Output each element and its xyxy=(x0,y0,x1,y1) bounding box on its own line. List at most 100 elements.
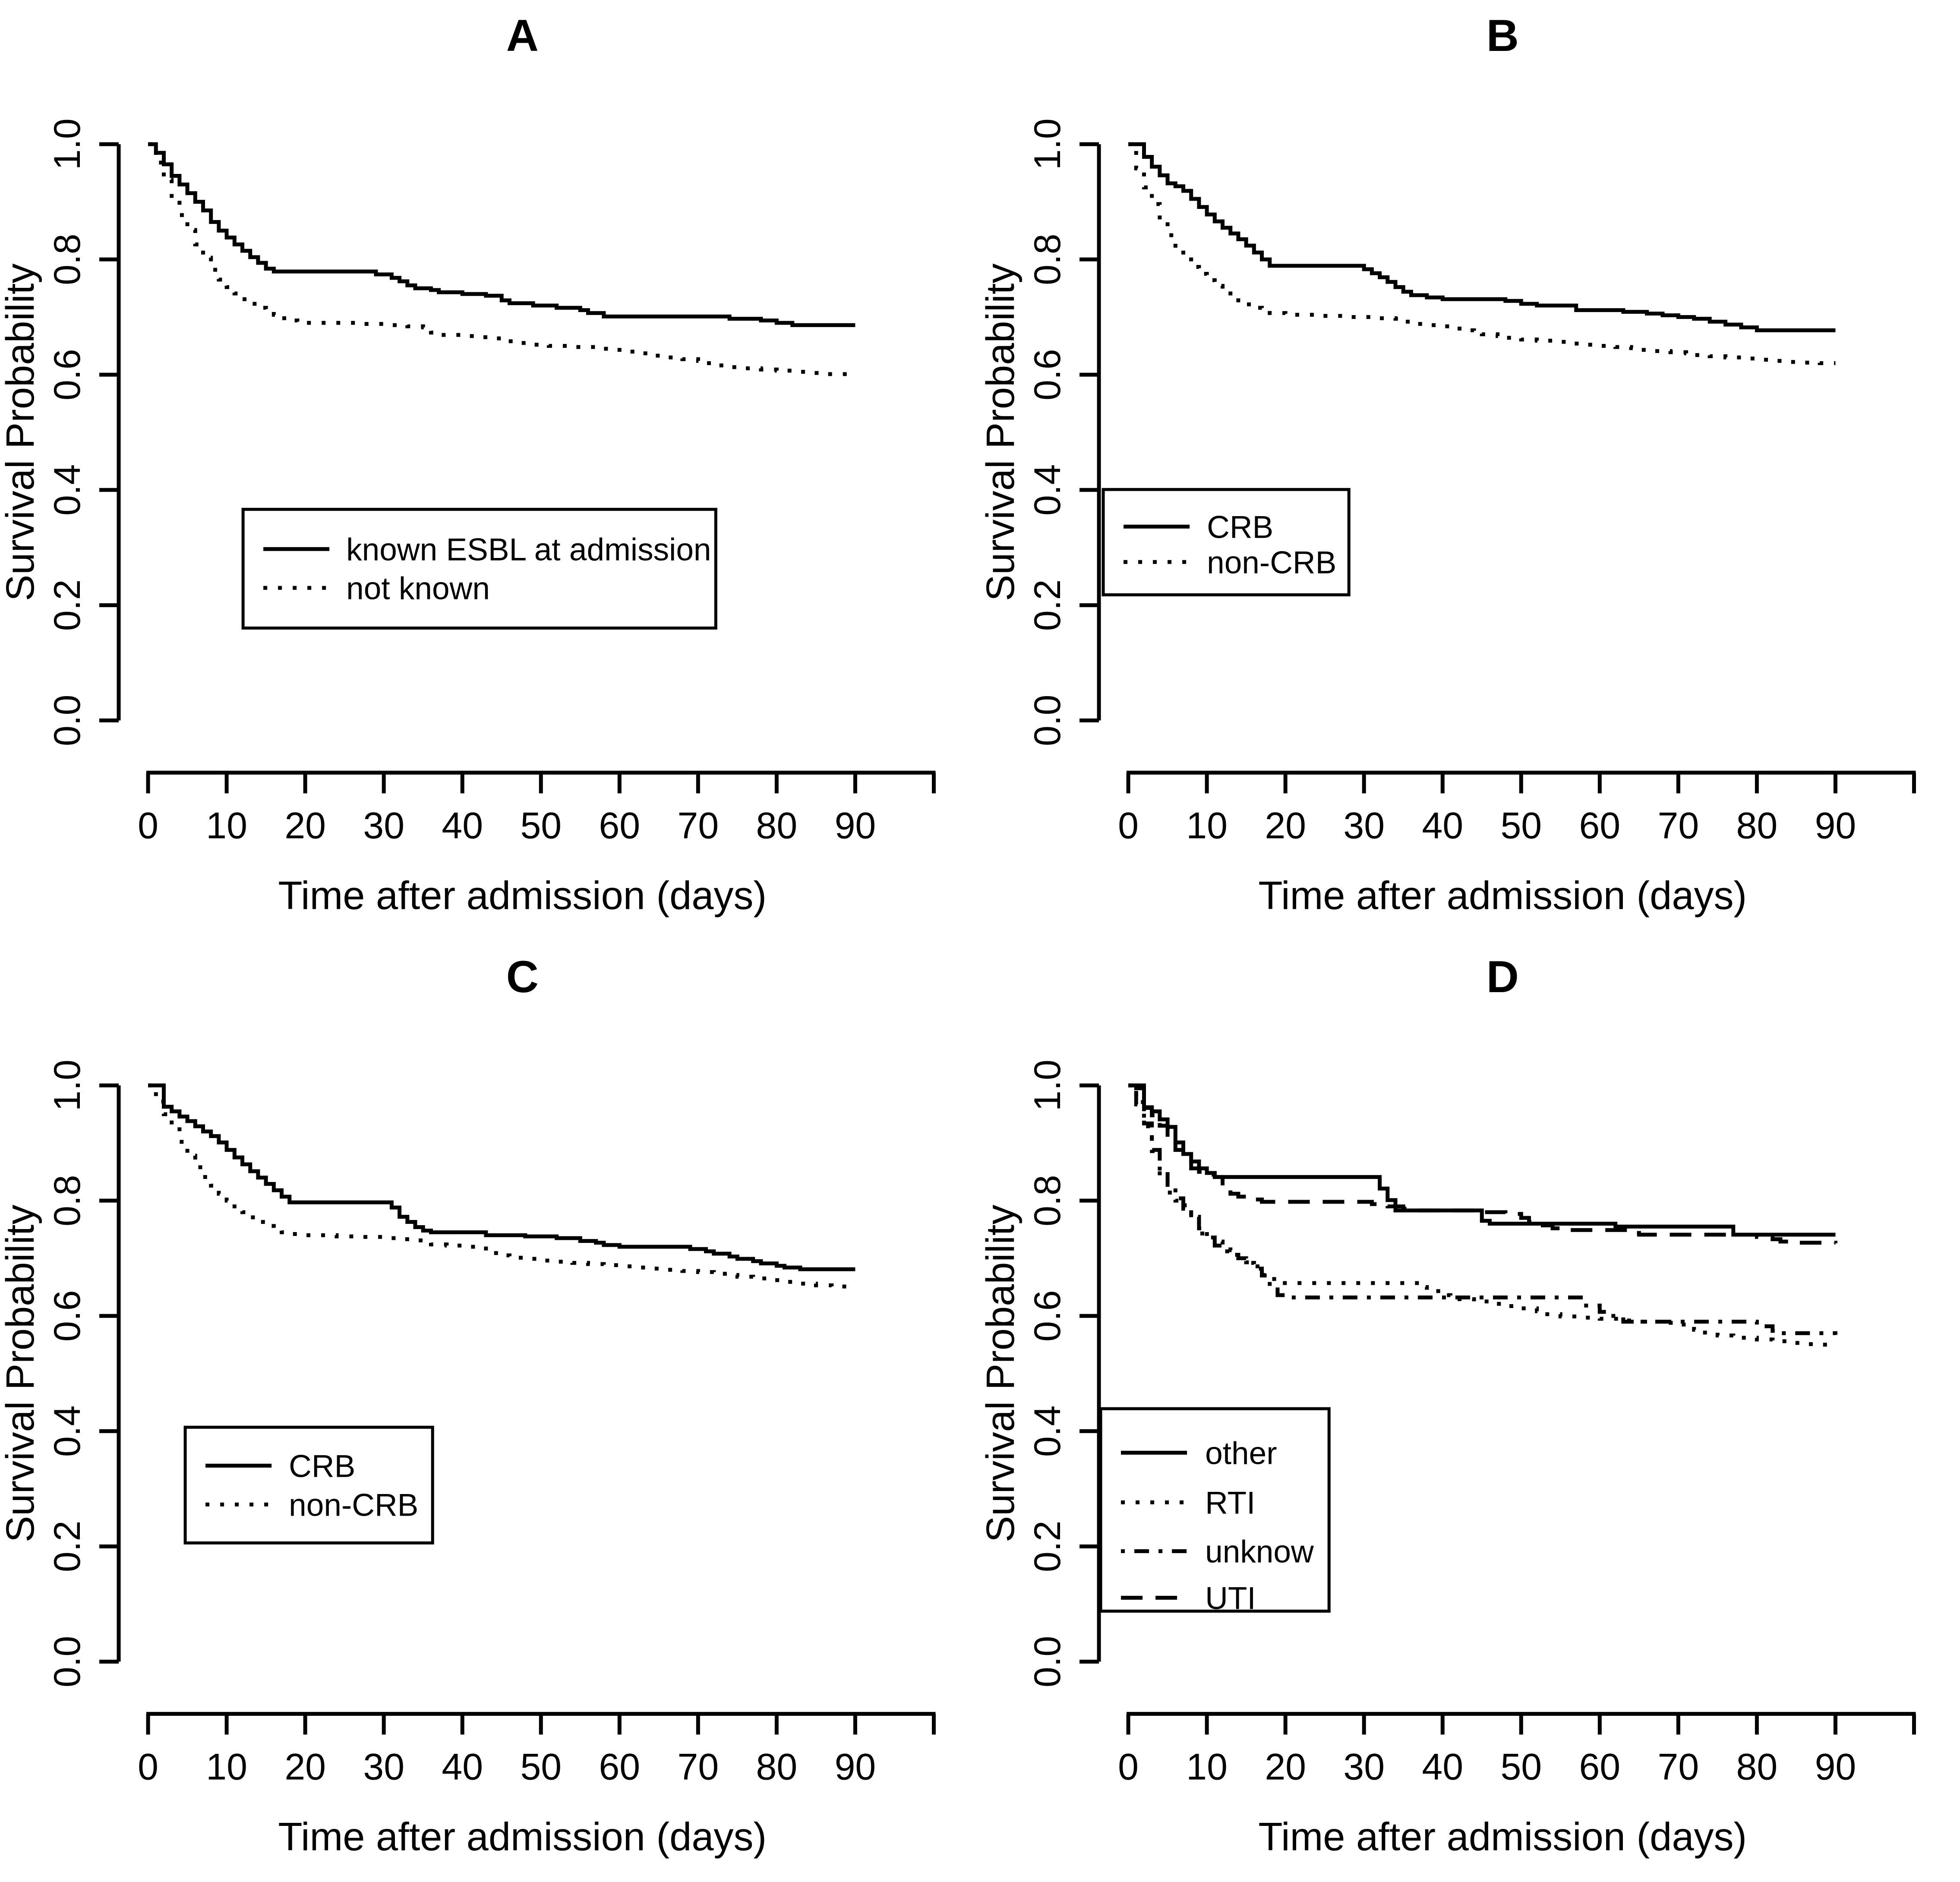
legend-label-rti: RTI xyxy=(1205,1485,1255,1520)
y-tick-label: 0.8 xyxy=(47,1175,88,1226)
y-tick-label: 0.8 xyxy=(1027,233,1068,285)
x-axis xyxy=(146,1712,936,1734)
x-tick-label: 60 xyxy=(1579,805,1620,846)
legend-box xyxy=(1102,488,1351,596)
km-plot-d: D 0.0 0.2 0.4 0.6 0.8 1.0 Survival Probability 0… xyxy=(980,941,1960,1882)
x-tick-label: 10 xyxy=(206,1746,247,1787)
panel-background xyxy=(0,941,980,1882)
x-tick-label: 60 xyxy=(599,805,640,846)
x-tick-label: 20 xyxy=(1265,805,1306,846)
x-axis-title: Time after admission (days) xyxy=(278,873,767,917)
x-tick-label: 30 xyxy=(1343,1746,1385,1787)
y-axis-title: Survival Probability xyxy=(980,264,1023,601)
x-tick-label: 50 xyxy=(1500,1746,1542,1787)
x-tick-label: 60 xyxy=(1579,1746,1620,1787)
y-axis xyxy=(99,142,121,722)
curve-non-crb xyxy=(148,1083,857,1289)
y-tick-label: 0.6 xyxy=(47,349,88,400)
x-tick-label: 40 xyxy=(442,1746,483,1787)
legend-label-known-esbl-at-admission: known ESBL at admission xyxy=(346,532,711,567)
y-tick-label: 0.6 xyxy=(47,1290,88,1342)
y-tick-label: 0.6 xyxy=(1027,1290,1068,1342)
legend-label-other: other xyxy=(1205,1436,1277,1471)
y-axis-title: Survival Probability xyxy=(0,264,42,601)
y-tick-label: 0.0 xyxy=(1027,695,1068,747)
y-tick-label: 0.2 xyxy=(1027,580,1068,631)
legend-label-unknow: unknow xyxy=(1205,1534,1314,1569)
y-tick-label: 0.4 xyxy=(1027,464,1068,516)
legend-box xyxy=(1099,1407,1331,1613)
x-tick-label: 20 xyxy=(1265,1746,1306,1787)
curve-crb xyxy=(148,1083,855,1271)
legend: other RTI unknow UTI xyxy=(1099,1407,1331,1616)
y-axis-title: Survival Probability xyxy=(980,1204,1023,1542)
x-tick-label: 0 xyxy=(138,1746,158,1787)
y-axis xyxy=(1079,1083,1101,1664)
y-tick-label: 0.2 xyxy=(1027,1520,1068,1572)
panel-background xyxy=(0,0,980,941)
y-tick-label: 0.8 xyxy=(47,233,88,285)
legend-label-crb: CRB xyxy=(1207,510,1273,545)
x-tick-label: 50 xyxy=(1500,805,1542,846)
x-tick-label: 20 xyxy=(284,805,326,846)
panel-b: B 0.0 0.2 0.4 0.6 0.8 1.0 Survival Probability 0… xyxy=(980,0,1960,941)
curve-uti xyxy=(1128,1083,1837,1245)
y-tick-label: 0.0 xyxy=(1027,1636,1068,1687)
x-axis xyxy=(1126,1712,1916,1734)
legend-box xyxy=(183,1425,434,1545)
legend-label-not-known: not known xyxy=(346,571,490,606)
x-tick-label: 0 xyxy=(1118,805,1139,846)
curve-non-crb xyxy=(1128,142,1835,365)
panel-title: B xyxy=(1486,11,1518,61)
x-tick-label: 70 xyxy=(1657,805,1699,846)
legend-box xyxy=(241,508,717,630)
curve-known-esbl-at-admission xyxy=(148,142,855,327)
y-axis xyxy=(99,1083,121,1664)
y-tick-label: 0.8 xyxy=(1027,1175,1068,1226)
y-tick-label: 1.0 xyxy=(47,1059,88,1111)
y-tick-label: 0.4 xyxy=(47,1405,88,1457)
x-tick-label: 60 xyxy=(599,1746,640,1787)
y-tick-label: 1.0 xyxy=(1027,118,1068,170)
x-tick-label: 20 xyxy=(284,1746,326,1787)
legend: CRB non-CRB xyxy=(183,1425,434,1545)
panel-a: A 0.0 0.2 0.4 0.6 0.8 1.0 Survival Probability 0… xyxy=(0,0,980,941)
x-tick-label: 50 xyxy=(520,805,562,846)
legend-label-non-crb: non-CRB xyxy=(1207,545,1336,580)
x-tick-label: 80 xyxy=(756,805,798,846)
y-tick-label: 0.2 xyxy=(47,1520,88,1572)
x-tick-label: 90 xyxy=(1815,1746,1856,1787)
legend-label-non-crb: non-CRB xyxy=(289,1488,418,1523)
y-tick-label: 0.2 xyxy=(47,580,88,631)
x-axis-title: Time after admission (days) xyxy=(1258,1814,1747,1859)
legend-label-crb: CRB xyxy=(289,1449,355,1484)
y-tick-label: 0.0 xyxy=(47,1636,88,1687)
panel-c: C 0.0 0.2 0.4 0.6 0.8 1.0 Survival Probability 0… xyxy=(0,941,980,1882)
y-axis-title: Survival Probability xyxy=(0,1204,42,1542)
x-tick-label: 90 xyxy=(835,805,876,846)
x-tick-label: 10 xyxy=(206,805,247,846)
panel-title: D xyxy=(1486,952,1518,1002)
curve-crb xyxy=(1128,142,1835,332)
x-tick-label: 0 xyxy=(138,805,158,846)
legend: known ESBL at admission not known xyxy=(241,508,717,630)
x-tick-label: 80 xyxy=(756,1746,798,1787)
panel-d: D 0.0 0.2 0.4 0.6 0.8 1.0 Survival Probability 0… xyxy=(980,941,1960,1882)
y-axis xyxy=(1079,142,1101,722)
km-plot-b: B 0.0 0.2 0.4 0.6 0.8 1.0 Survival Probability 0… xyxy=(980,0,1960,941)
km-plot-c: C 0.0 0.2 0.4 0.6 0.8 1.0 Survival Probability 0… xyxy=(0,941,980,1882)
x-tick-label: 70 xyxy=(1657,1746,1699,1787)
km-plot-a: A 0.0 0.2 0.4 0.6 0.8 1.0 Survival Probability 0… xyxy=(0,0,980,941)
panel-title: A xyxy=(506,11,539,61)
x-tick-label: 0 xyxy=(1118,1746,1139,1787)
x-tick-label: 10 xyxy=(1186,1746,1228,1787)
x-tick-label: 40 xyxy=(1422,805,1463,846)
panel-title: C xyxy=(506,952,539,1002)
curve-unknow xyxy=(1128,1083,1837,1335)
x-tick-label: 30 xyxy=(363,805,404,846)
x-tick-label: 40 xyxy=(442,805,483,846)
x-tick-label: 10 xyxy=(1186,805,1228,846)
y-tick-label: 0.0 xyxy=(47,695,88,747)
